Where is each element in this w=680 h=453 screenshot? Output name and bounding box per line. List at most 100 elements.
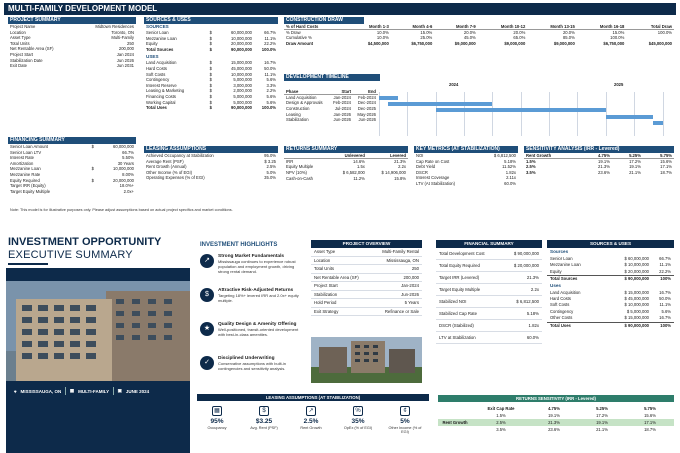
field-value: 30 Years [117,160,134,166]
table-row: Asset Type Multi-Family Rental [311,248,422,257]
overview-panel: PROJECT OVERVIEW Asset Type Multi-Family … [311,240,422,316]
table-row: Total Uses $ 90,000,000 100% [547,321,674,328]
item-label: Total Uses [146,105,167,111]
field-label: Total Units [314,266,335,271]
column-header: End [353,89,378,96]
table-row: Soft Costs $ 10,000,000 11.1% [547,302,674,308]
table-row: Hold Period 5 Years [311,299,422,308]
table-row: 3.5% 23.6% 21.1% 18.7% [438,426,674,433]
table-row: Financing Costs $5,000,000 5.6% [144,94,278,100]
dash-uses-label: Uses [550,282,561,288]
field-label: Stabilization Date [10,57,43,63]
percent-icon: % [353,406,363,416]
field-label: Senior Loan Amount [10,144,48,149]
field-value: 200,000 [403,274,419,280]
amount: $ 90,000,000 [624,322,649,328]
table-cell: 17.2% [629,159,641,165]
item-label: Land Acquisition [146,60,177,66]
tile-value: 2.5% [303,418,319,425]
table-cell: 19.1% [598,159,610,165]
metric-value: 60.0% [504,180,516,186]
item-label: Soft Costs [550,302,570,308]
amount: 90,000,000 [231,46,252,52]
table-row: Stabilization Jun-2026 Jun-2026 [284,117,378,123]
table-cell: 15.6% [660,159,672,165]
table-cell: IRR [286,159,294,165]
field-label: Asset Type [314,249,336,254]
field-value: Jun 2031 [116,63,134,69]
percent: 100% [660,276,671,282]
currency: $ [91,144,94,149]
metric-value: 5.18% [504,158,516,164]
year-label-2025: 2025 [614,82,624,87]
leasing-tile: ¢ 5% Other Income (% of EGI) [385,404,425,444]
table-cell: 23.6% [548,427,560,432]
item-label: Total Uses [550,322,571,328]
leasing-header: LEASING ASSUMPTIONS [144,146,278,153]
table-cell: $6,750,000 [411,41,433,47]
table-row: Project Start Jan-2024 [311,282,422,291]
table-cell: 18.7% [660,170,672,176]
amount: $ 90,000,000 [624,276,649,282]
field-label: Hold Period [314,300,337,305]
field-label: Project Start [10,51,34,57]
field-label: Asset Type [10,35,31,41]
currency: $ [209,71,212,77]
currency: $ [209,88,212,94]
field-value: Multi-Family [111,35,134,41]
percent: 5.6% [266,99,276,105]
hero-footer: ⌖ MISSISSAUGA, ON ▦ MULTI-FAMILY ▣ JUNE … [6,382,190,400]
table-header-row: % of Hard Costs Month 1-3 Month 4-6 Month 7… [284,24,674,31]
highlight-item: ★ Quality Design & Amenity Offering Well-p… [200,322,305,350]
construction-table: % of Hard Costs Month 1-3 Month 4-6 Month 7… [284,24,674,46]
column-header: Month 10-12 [477,24,528,31]
table-row: Total Development Cost $ 90,000,000 [436,248,542,260]
table-row: Other Income (% of EGI) 5.0% [144,170,278,176]
percent: 5.6% [266,77,276,83]
column-header: Month 16-18 [576,24,627,31]
column-header: Start [328,89,353,96]
table-row: Operating Expenses (% of EGI) 35.0% [144,175,278,181]
amount: 5,000,000 [233,93,252,99]
field-label: Target Equity Multiple [439,287,481,292]
currency: $ [209,30,212,35]
table-cell: 15.6% [644,413,656,418]
table-cell: 1.5% [496,413,506,418]
dollar-icon: $ [259,406,269,416]
table-cell: Jan-2024 [333,95,351,101]
table-row: Net Rentable Area (SF) 200,000 [8,46,136,52]
item-label: Other Costs [550,315,573,321]
currency: $ [209,93,212,99]
gantt-bar-4 [605,114,654,119]
financing-header: FINANCING SUMMARY [8,137,136,144]
percent: 11.1% [264,35,276,41]
percent: 66.7% [264,30,276,35]
amount: $ 10,000,000 [624,262,649,268]
field-value: Multi-Family Rental [382,249,419,254]
field-label: Average Rent (PSF) [146,158,184,164]
table-row: Working Capital $5,000,000 5.6% [144,100,278,106]
amount: 5,000,000 [233,99,252,105]
field-value: 5 Years [404,300,419,305]
item-label: Senior Loan [146,30,169,35]
table-row: Rent Growth 2.5% 21.3% 19.1% 17.1% [438,419,674,426]
table-row: Exit Date Jun 2031 [8,63,136,69]
table-row: Equity Multiple 1.5x 2.2x [284,164,408,170]
executive-summary: INVESTMENT OPPORTUNITY EXECUTIVE SUMMARY… [0,226,680,453]
trend-up-icon: ↗ [200,254,214,268]
table-row: Land Acquisition Jan-2024 Feb-2024 [284,95,378,101]
uses-label: USES [146,54,159,60]
table-header-row: Phase Start End [284,89,378,96]
column-header: Month 13-15 [527,24,577,31]
corner-label: Exit Cap Rate [487,406,515,411]
field-label: Senior Loan LTV [10,149,42,155]
field-value: 5.0% [266,169,276,175]
table-cell: Feb-2024 [358,95,376,101]
table-cell: 21.3% [548,420,560,425]
currency: $ [91,177,94,183]
table-cell: 2.5% [526,164,536,170]
table-cell: $9,000,000 [504,41,526,47]
table-cell: Jun-2026 [358,117,376,123]
table-row: IRR 14.6% 21.3% [284,159,408,165]
amount: $ 5,000,000 [626,308,649,314]
